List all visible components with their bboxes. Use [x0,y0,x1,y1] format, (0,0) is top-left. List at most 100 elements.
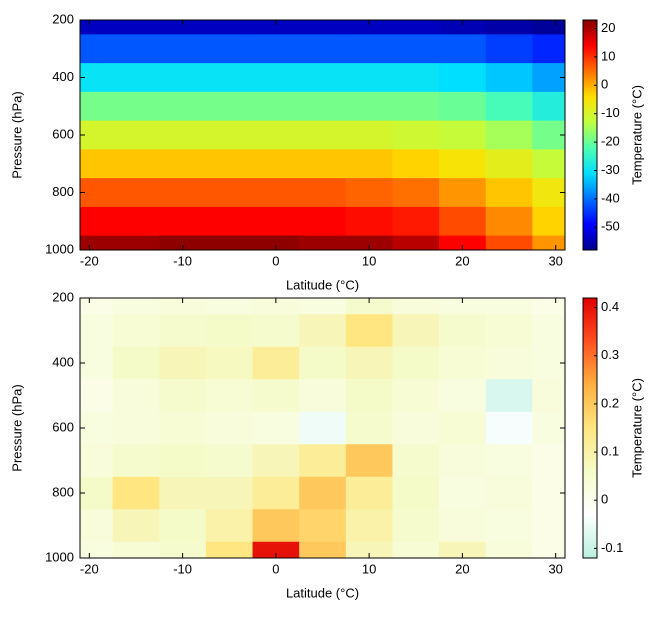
heat-cell [392,411,440,445]
heat-cell [485,314,533,348]
heat-cell [345,34,394,64]
heat-cell [252,235,300,250]
heat-cell [205,63,254,93]
heat-cell [205,149,254,179]
colorbar-label: Temperature (°C) [629,85,644,185]
heat-cell [485,541,533,558]
heat-cell [205,91,254,122]
x-tick-label: 10 [362,253,376,268]
heat-cell [112,298,160,315]
colorbar-tick-label: 0.1 [601,444,619,459]
heat-cell [345,20,394,35]
heat-cell [439,63,487,93]
heat-cell [159,120,207,150]
heat-cell [439,120,487,150]
heat-cell [252,63,300,93]
heat-cell [159,541,207,558]
heat-cell [299,444,347,478]
heat-cell [439,444,487,478]
heat-cell [159,149,207,179]
heat-cell [252,411,300,445]
heat-cell [80,149,114,179]
colorbar-tick-label: 0.3 [601,347,619,362]
colorbar-tick-label: -0.1 [601,540,623,555]
heat-cell [205,346,254,380]
heat-cell [532,444,565,478]
heat-cell [345,63,394,93]
y-tick-label: 1000 [45,241,74,256]
heat-cell [392,541,440,558]
x-tick-label: 0 [272,561,279,576]
heat-cell [299,541,347,558]
heat-cell [80,509,114,543]
heat-cell [205,34,254,64]
heat-cell [112,509,160,543]
heat-cell [392,63,440,93]
heat-cell [159,298,207,315]
heat-cell [485,509,533,543]
heat-cell [159,411,207,445]
heat-cell [345,235,394,250]
heat-cell [159,379,207,413]
heat-cell [80,20,114,35]
heat-cell [439,206,487,237]
heat-cell [485,120,533,150]
heat-cell [80,178,114,208]
heat-cell [80,476,114,510]
heat-cell [485,476,533,510]
heat-cell [345,476,394,510]
heat-cell [485,20,533,35]
heat-cell [80,206,114,237]
heat-cell [532,411,565,445]
heat-cell [392,476,440,510]
heat-cell [252,509,300,543]
heat-cell [299,63,347,93]
heat-cell [392,120,440,150]
heat-cell [112,20,160,35]
heat-cell [252,178,300,208]
heat-cell [112,379,160,413]
colorbar-tick-label: 10 [601,48,615,63]
heat-cell [392,346,440,380]
heat-cell [299,346,347,380]
colorbar [582,19,598,251]
heat-cell [345,120,394,150]
heat-cell [80,91,114,122]
heat-cell [532,149,565,179]
heat-cell [439,379,487,413]
heat-cell [532,379,565,413]
heat-cell [532,178,565,208]
heat-cell [80,120,114,150]
heat-cell [112,235,160,250]
x-tick-label: 0 [272,253,279,268]
heat-cell [299,206,347,237]
heat-cell [345,541,394,558]
y-tick-label: 200 [52,11,74,26]
heat-cell [205,444,254,478]
heat-cell [439,411,487,445]
heat-cell [205,20,254,35]
heat-cell [159,91,207,122]
y-axis-label: Pressure (hPa) [9,384,24,471]
heat-cell [159,206,207,237]
heat-cell [252,476,300,510]
heat-cell [159,178,207,208]
heat-cell [80,34,114,64]
x-tick-label: -20 [80,561,99,576]
x-tick-label: 10 [362,561,376,576]
heat-cell [532,120,565,150]
heat-cell [80,346,114,380]
heat-cell [439,314,487,348]
heat-cell [532,34,565,64]
x-tick-label: 30 [548,253,562,268]
heat-cell [532,91,565,122]
heat-cell [252,91,300,122]
colorbar-tick-label: 0.2 [601,395,619,410]
y-tick-label: 800 [52,184,74,199]
y-tick-label: 200 [52,289,74,304]
heat-cell [80,235,114,250]
heat-cell [159,34,207,64]
heat-cell [205,178,254,208]
x-tick-label: 30 [548,561,562,576]
